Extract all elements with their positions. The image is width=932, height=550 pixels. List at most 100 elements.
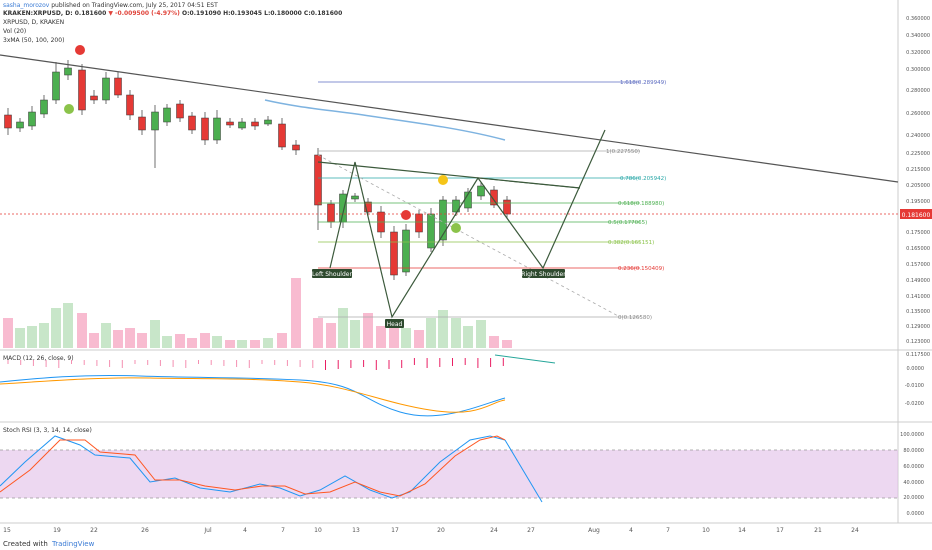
time-tick-label: 21 [814, 527, 822, 534]
annotation-head[interactable]: Head [385, 319, 404, 328]
candle-body [314, 154, 322, 206]
time-tick-label: 24 [851, 527, 859, 534]
tradingview-logo-link[interactable]: TradingView [52, 540, 95, 548]
annotation-left-shoulder[interactable]: Left Shoulder [312, 269, 352, 278]
candle-body [28, 111, 36, 127]
fib-level-label: 0.618(0.188980) [618, 201, 664, 207]
candle-body [102, 77, 110, 101]
price-tick-label: 0.225000 [906, 151, 930, 157]
series-legend[interactable]: XRPUSD, D, KRAKEN [3, 19, 65, 26]
price-tick-label: 0.157000 [906, 262, 930, 268]
time-tick-label: 19 [53, 527, 61, 534]
price-tick-label: 0.300000 [906, 67, 930, 73]
candle-body [351, 195, 359, 200]
candle-body [213, 117, 221, 141]
long-term-trendline[interactable] [0, 54, 899, 183]
time-tick-label: 15 [3, 527, 11, 534]
candle-body [126, 94, 134, 116]
macd-tick-label: 0.0000 [907, 366, 925, 372]
fib-labels: 1.618(0.289949) 1(0.227550) 0.786(0.205942… [606, 80, 666, 321]
author-link[interactable]: sasha_morozov [3, 2, 50, 9]
volume-bar [3, 318, 13, 348]
candle-body [226, 121, 234, 126]
time-tick-label: 20 [437, 527, 445, 534]
head-shoulders-pattern[interactable] [329, 129, 606, 319]
candle-body [477, 185, 485, 197]
price-axis[interactable]: 0.360000 0.340000 0.320000 0.300000 0.280000… [906, 16, 930, 358]
annotation-label: Left Shoulder [312, 271, 352, 278]
header-author-line: sasha_morozov published on TradingView.c… [3, 2, 218, 10]
stoch-tick-label: 0.0000 [907, 511, 925, 517]
candle-body [201, 117, 209, 141]
candle-body [490, 189, 498, 206]
annotation-right-shoulder[interactable]: Right Shoulder [521, 269, 566, 278]
ohlc-values: O:0.191090 H:0.193045 L:0.180000 C:0.181… [182, 10, 343, 17]
price-tick-label: 0.117500 [906, 352, 930, 358]
price-tick-label: 0.320000 [906, 50, 930, 56]
sell-marker[interactable] [401, 210, 411, 220]
candle-body [402, 229, 410, 273]
volume-bar [451, 318, 461, 348]
macd-histogram [7, 358, 504, 370]
candle-body [278, 123, 286, 148]
fib-level-label: 0.382(0.165151) [608, 240, 654, 246]
price-tick-label: 0.205000 [906, 183, 930, 189]
candlesticks [4, 60, 511, 280]
macd-projection [494, 354, 556, 364]
created-with-text: Created with [3, 540, 48, 548]
stoch-legend[interactable]: Stoch RSI (3, 3, 14, 14, close) [3, 427, 92, 434]
annotation-label: Right Shoulder [521, 271, 566, 278]
moving-average-line [264, 99, 506, 141]
ma-legend[interactable]: 3xMA (50, 100, 200) [3, 37, 65, 44]
price-tick-label: 0.123000 [906, 339, 930, 345]
symbol-price: KRAKEN:XRPUSD, D: 0.181600 [3, 10, 107, 17]
time-tick-label: 13 [352, 527, 360, 534]
time-axis[interactable]: 15 19 22 26 Jul 4 7 10 13 17 20 24 27 Aug 4 7 10 14 17 21 24 [3, 527, 859, 534]
stoch-k-line [0, 435, 506, 499]
buy-marker[interactable] [451, 223, 461, 233]
volume-bar [277, 333, 287, 348]
candle-body [114, 77, 122, 96]
volume-bar [376, 326, 386, 348]
stoch-tick-label: 20.0000 [903, 495, 924, 501]
neckline[interactable] [317, 161, 581, 189]
volume-bar [113, 330, 123, 348]
neutral-marker[interactable] [438, 175, 448, 185]
header-price-line: KRAKEN:XRPUSD, D: 0.181600 ▼ -0.009500 (… [3, 10, 342, 18]
volume-bar [502, 340, 512, 348]
volume-bar [326, 323, 336, 348]
volume-bar [101, 323, 111, 348]
sell-marker[interactable] [75, 45, 85, 55]
volume-bar [291, 278, 301, 348]
last-price-text: 0.181600 [902, 212, 931, 219]
fib-level-label: 0.5(0.177065) [608, 220, 647, 226]
neckline-right[interactable] [477, 177, 581, 189]
candle-body [464, 191, 472, 209]
macd-legend[interactable]: MACD (12, 26, close, 9) [3, 355, 74, 362]
price-tick-label: 0.165000 [906, 246, 930, 252]
time-tick-label: 26 [141, 527, 149, 534]
candle-body [251, 121, 259, 127]
fibonacci-retracement[interactable] [317, 81, 640, 318]
time-tick-label: Jul [203, 527, 212, 534]
time-tick-label: 10 [314, 527, 322, 534]
price-tick-label: 0.135000 [906, 309, 930, 315]
candle-body [364, 201, 372, 213]
buy-marker[interactable] [64, 104, 74, 114]
candle-body [52, 71, 60, 101]
volume-legend[interactable]: Vol (20) [3, 28, 27, 35]
macd-signal-line [0, 377, 506, 413]
candle-body [377, 211, 385, 233]
time-tick-label: 17 [776, 527, 784, 534]
fib-level-label: 0(0.126580) [618, 315, 652, 321]
time-tick-label: 24 [490, 527, 498, 534]
volume-bars [3, 278, 512, 348]
price-tick-label: 0.129000 [906, 324, 930, 330]
volume-bar [389, 320, 399, 348]
volume-bar [263, 338, 273, 348]
volume-bar [27, 326, 37, 348]
stoch-band [0, 450, 898, 498]
candle-body [339, 193, 347, 223]
volume-bar [15, 328, 25, 348]
